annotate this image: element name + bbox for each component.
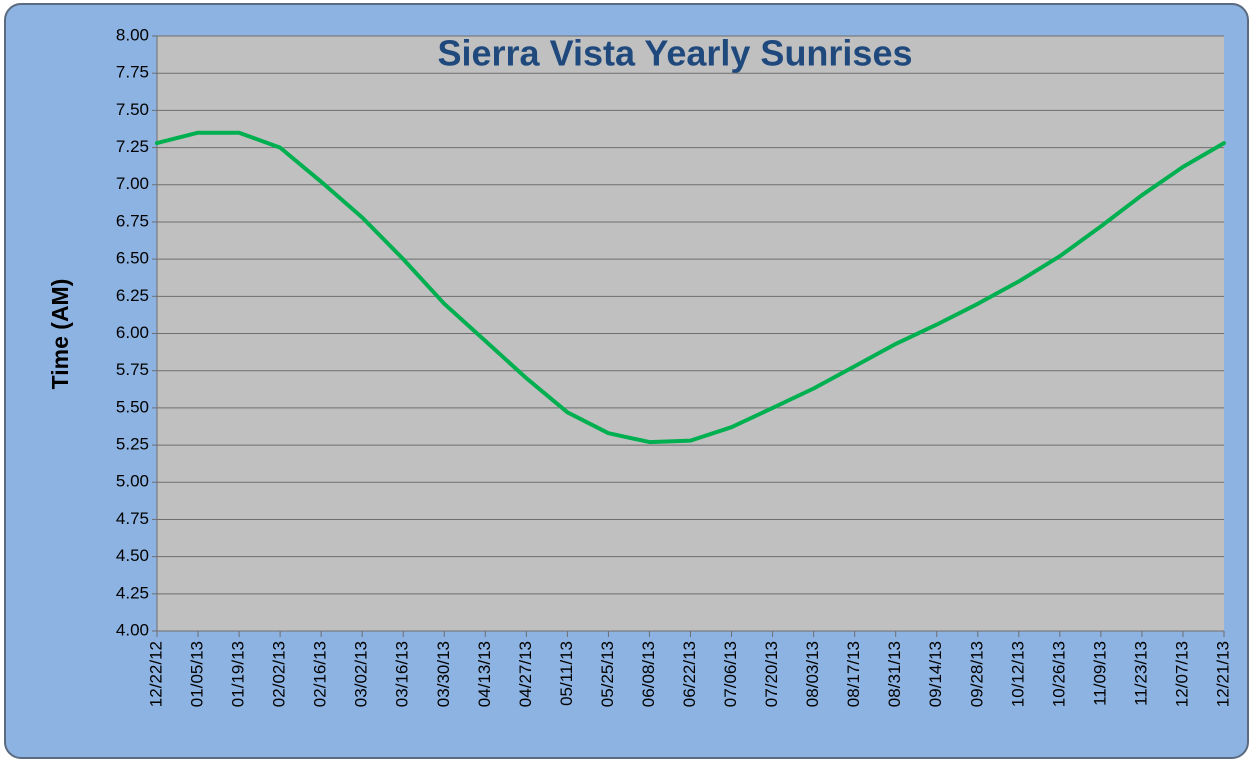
x-tick-label: 11/09/13 bbox=[1090, 641, 1109, 706]
x-tick-label: 03/30/13 bbox=[434, 641, 453, 707]
y-tick-label: 5.75 bbox=[116, 360, 149, 379]
y-tick-label: 7.25 bbox=[116, 137, 149, 156]
y-tick-label: 4.75 bbox=[116, 509, 149, 528]
chart-title: Sierra Vista Yearly Sunrises bbox=[438, 33, 913, 74]
x-tick-label: 12/21/13 bbox=[1213, 641, 1232, 707]
x-tick-label: 07/06/13 bbox=[721, 641, 740, 707]
x-tick-label: 04/13/13 bbox=[475, 641, 494, 707]
y-tick-label: 6.25 bbox=[116, 286, 149, 305]
y-tick-label: 4.00 bbox=[116, 620, 149, 639]
x-tick-label: 08/31/13 bbox=[885, 641, 904, 707]
y-tick-label: 4.25 bbox=[116, 583, 149, 602]
x-tick-label: 02/16/13 bbox=[311, 641, 330, 707]
x-tick-label: 05/25/13 bbox=[598, 641, 617, 707]
x-tick-label: 03/02/13 bbox=[352, 641, 371, 707]
x-tick-label: 01/05/13 bbox=[188, 641, 207, 707]
y-tick-label: 5.50 bbox=[116, 397, 149, 416]
x-tick-label: 06/08/13 bbox=[639, 641, 658, 707]
y-tick-label: 6.75 bbox=[116, 211, 149, 230]
y-tick-label: 8.00 bbox=[116, 25, 149, 44]
line-series bbox=[155, 130, 1226, 445]
y-tick-label: 5.00 bbox=[116, 472, 149, 491]
y-tick-label: 4.50 bbox=[116, 546, 149, 565]
x-tick-label: 12/22/12 bbox=[146, 641, 165, 707]
x-tick-label: 03/16/13 bbox=[393, 641, 412, 707]
x-tick-label: 05/11/13 bbox=[557, 641, 576, 706]
x-tick-label: 08/17/13 bbox=[844, 641, 863, 707]
x-tick-label: 04/27/13 bbox=[516, 641, 535, 707]
y-tick-label: 5.25 bbox=[116, 435, 149, 454]
y-tick-label: 7.75 bbox=[116, 63, 149, 82]
y-tick-label: 7.50 bbox=[116, 100, 149, 119]
y-tick-label: 6.00 bbox=[116, 323, 149, 342]
x-tick-label: 10/26/13 bbox=[1049, 641, 1068, 707]
x-tick-label: 08/03/13 bbox=[803, 641, 822, 707]
y-axis-label: Time (AM) bbox=[47, 279, 73, 390]
x-tick-label: 09/14/13 bbox=[926, 641, 945, 707]
x-tick-label: 01/19/13 bbox=[229, 641, 248, 707]
x-tick-label: 11/23/13 bbox=[1131, 641, 1150, 706]
x-tick-label: 07/20/13 bbox=[762, 641, 781, 707]
x-tick-label: 06/22/13 bbox=[680, 641, 699, 707]
x-tick-label: 12/07/13 bbox=[1172, 641, 1191, 707]
x-tick-label: 10/12/13 bbox=[1008, 641, 1027, 707]
x-tick-label: 09/28/13 bbox=[967, 641, 986, 707]
y-tick-label: 7.00 bbox=[116, 174, 149, 193]
y-tick-label: 6.50 bbox=[116, 249, 149, 268]
x-tick-label: 02/02/13 bbox=[270, 641, 289, 707]
